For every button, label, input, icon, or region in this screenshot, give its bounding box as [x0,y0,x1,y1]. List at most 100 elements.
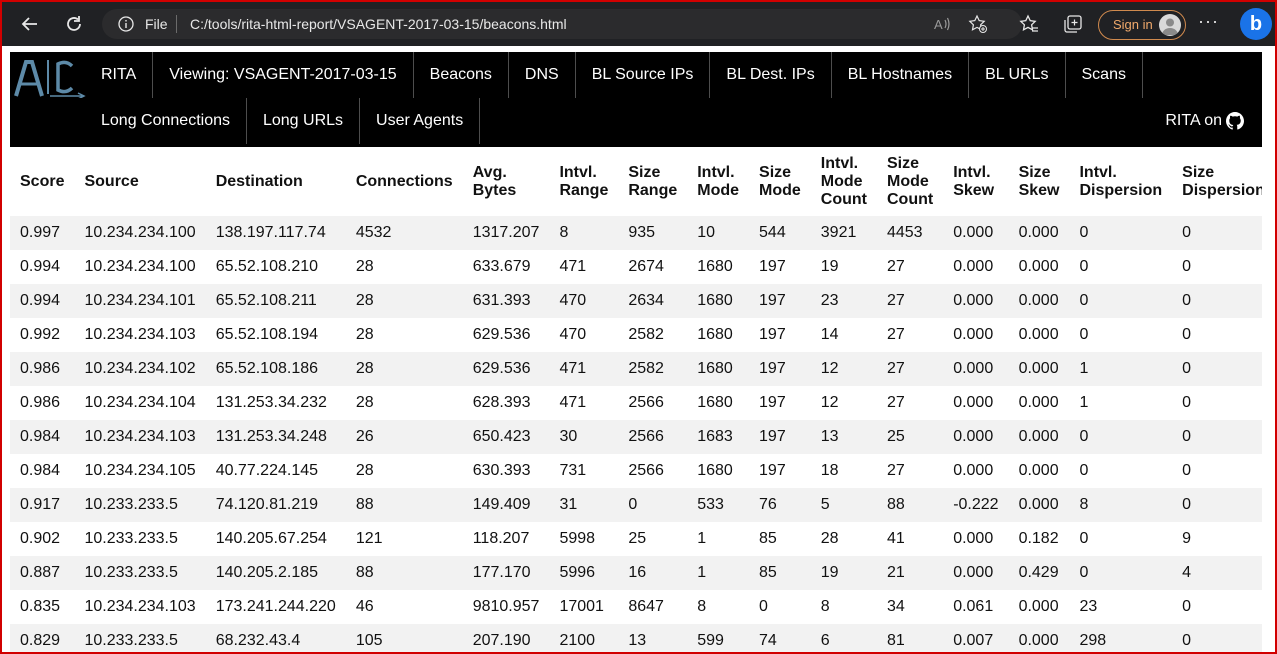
table-cell: 1680 [687,352,750,386]
table-cell: 0 [1079,258,1089,275]
header-intvl-skew[interactable]: Intvl. Skew [953,164,995,199]
table-cell: 65.52.108.194 [215,326,319,343]
refresh-button[interactable] [60,10,88,38]
table-row: 0.887 10.233.233.5 140.205.2.185 88 177.170 5… [10,556,1262,590]
table-cell: 2582 [618,352,688,386]
collections-icon[interactable] [1062,13,1084,35]
table-cell: 18 [820,462,839,479]
read-aloud-icon[interactable]: A [932,14,952,34]
table-cell: 2100 [549,624,619,652]
table-cell: 630.393 [472,462,531,479]
table-cell: 0.992 [20,326,61,343]
table-cell: 4 [1172,556,1262,590]
table-cell: 0.887 [10,556,75,590]
nav-bl-urls[interactable]: BL URLs [969,52,1066,98]
table-cell: 0.000 [1018,462,1059,479]
rita-github-link[interactable]: RITA on [1165,112,1244,130]
rita-logo[interactable] [12,56,86,98]
table-cell: 28 [355,326,374,343]
table-cell: 197 [749,284,811,318]
table-cell: 1 [697,530,707,547]
header-size-mode-count[interactable]: Size Mode Count [886,155,934,208]
table-cell: 23 [1079,598,1098,615]
table-cell: 0.000 [943,420,1009,454]
address-bar[interactable]: File C:/tools/rita-html-report/VSAGENT-2… [102,9,1022,39]
sign-in-button[interactable]: Sign in [1098,10,1186,40]
table-cell: 2566 [628,394,664,411]
header-avg-bytes[interactable]: Avg. Bytes [472,164,517,199]
table-cell: 1680 [697,394,733,411]
table-cell: 5998 [559,530,596,547]
table-cell: 0 [759,598,768,615]
table-cell: 0 [1079,530,1089,547]
table-header-row: Score Source Destination Connections Avg… [10,148,1262,216]
favorites-icon[interactable] [1018,13,1040,35]
nav-long-connections[interactable]: Long Connections [85,98,247,144]
table-cell: 25 [876,420,944,454]
table-cell: 10 [687,216,750,250]
header-score[interactable]: Score [20,173,65,190]
table-cell: 544 [749,216,811,250]
table-cell: 1 [1079,394,1089,411]
table-body: 0.997 10.234.234.100 138.197.117.74 4532 131… [10,216,1262,652]
header-destination[interactable]: Destination [215,173,303,190]
more-menu-button[interactable]: ··· [1198,11,1219,31]
header-intvl-range[interactable]: Intvl. Range [559,164,609,199]
table-row: 0.997 10.234.234.100 138.197.117.74 4532 131… [10,216,1262,250]
svg-text:A: A [934,17,943,32]
table-cell: 10.234.234.102 [74,352,206,386]
header-size-skew[interactable]: Size Skew [1018,164,1060,199]
table-cell: 9810.957 [472,598,540,615]
nav-rita[interactable]: RITA [85,52,154,98]
table-cell: 10.234.234.101 [74,284,206,318]
nav-row-secondary: Long Connections Long URLs User Agents [85,98,481,144]
table-cell: 4453 [876,216,944,250]
nav-long-urls[interactable]: Long URLs [247,98,361,144]
table-cell: 8 [549,216,619,250]
nav-bl-hostnames[interactable]: BL Hostnames [832,52,970,98]
header-intvl-dispersion[interactable]: Intvl. Dispersion [1079,164,1163,199]
header-size-range[interactable]: Size Range [628,164,678,199]
table-cell: 10.234.234.103 [84,598,196,615]
table-cell: 0.829 [10,624,75,652]
nav-beacons[interactable]: Beacons [414,52,509,98]
table-cell: 10.233.233.5 [74,624,206,652]
table-row: 0.902 10.233.233.5 140.205.67.254 121 118.20… [10,522,1262,556]
info-icon[interactable] [118,16,134,32]
table-row: 0.994 10.234.234.100 65.52.108.210 28 633.67… [10,250,1262,284]
header-size-dispersion[interactable]: Size Dispersion [1182,164,1262,199]
header-source[interactable]: Source [84,173,139,190]
back-button[interactable] [16,10,44,38]
table-cell: 629.536 [462,352,550,386]
table-cell: 6 [810,624,877,652]
table-cell: 74 [749,624,811,652]
url-text[interactable]: C:/tools/rita-html-report/VSAGENT-2017-0… [190,16,567,32]
nav-dns[interactable]: DNS [509,52,576,98]
table-cell: -0.222 [943,488,1009,522]
header-intvl-mode[interactable]: Intvl. Mode [697,164,740,199]
table-cell: 0 [1172,284,1262,318]
nav-viewing[interactable]: Viewing: VSAGENT-2017-03-15 [153,52,414,98]
nav-bl-source-ips[interactable]: BL Source IPs [576,52,711,98]
table-cell: 0.000 [953,394,994,411]
add-favorite-icon[interactable] [968,14,988,34]
file-label: File [145,16,168,32]
nav-scans[interactable]: Scans [1066,52,1143,98]
table-cell: 0.061 [953,598,994,615]
table-cell: 0.917 [10,488,75,522]
header-intvl-mode-count[interactable]: Intvl. Mode Count [820,155,867,208]
bing-copilot-button[interactable]: b [1240,8,1272,40]
table-cell: 197 [759,462,786,479]
header-connections[interactable]: Connections [355,173,453,190]
table-cell: 0.902 [20,530,61,547]
table-cell: 28 [345,284,463,318]
table-cell: 0.994 [20,258,61,275]
header-size-mode[interactable]: Size Mode [759,164,801,199]
table-cell: 0.000 [953,462,994,479]
nav-user-agents[interactable]: User Agents [360,98,481,144]
table-cell: 14 [820,326,839,343]
table-cell: 8 [1069,488,1173,522]
nav-bl-dest-ips[interactable]: BL Dest. IPs [710,52,832,98]
table-cell: 28 [355,394,374,411]
table-cell: 8 [820,598,830,615]
